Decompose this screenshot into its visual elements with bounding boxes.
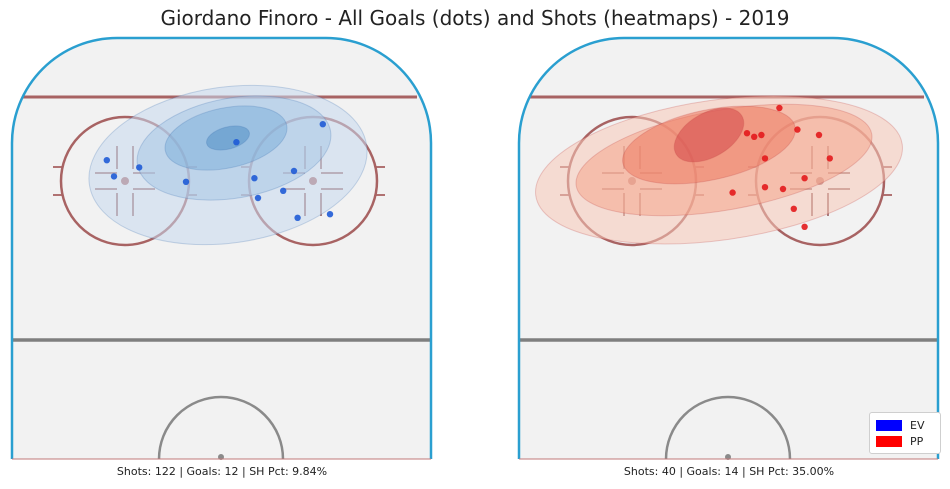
rink-panel-ev (10, 36, 433, 460)
goal-point (326, 211, 334, 218)
goal-point (794, 126, 801, 133)
legend-swatch-pp (876, 435, 902, 447)
goal-point (751, 133, 758, 140)
caption-pp: Shots: 40 | Goals: 14 | SH Pct: 35.00% (623, 465, 835, 478)
rink-panel-pp (517, 36, 940, 460)
legend-swatch-ev (876, 419, 902, 431)
goal-point (815, 131, 823, 139)
goal-point (790, 205, 797, 212)
legend-label-pp: PP (910, 434, 924, 448)
goal-point (103, 157, 111, 164)
rink-boards (10, 36, 433, 459)
goal-point (254, 194, 262, 202)
goal-point (729, 189, 736, 196)
goal-point (779, 185, 787, 193)
goal-point (761, 184, 769, 191)
goal-point (826, 155, 833, 162)
goal-point (182, 178, 190, 185)
legend-item-ev: EV (876, 418, 924, 432)
goal-point (233, 139, 240, 146)
goal-point (758, 131, 765, 139)
goal-point (743, 130, 751, 137)
goal-point (761, 155, 769, 162)
center-circle (664, 395, 792, 460)
goal-point (319, 121, 326, 128)
goal-point (251, 175, 258, 182)
legend-label-ev: EV (910, 418, 925, 432)
goal-point (294, 214, 301, 221)
goal-point (136, 164, 143, 171)
legend: EV PP (869, 412, 941, 454)
goal-point (801, 223, 808, 230)
goal-point (776, 104, 783, 112)
goal-point (110, 173, 118, 180)
rink-boards (517, 36, 940, 459)
goal-point (290, 167, 298, 175)
legend-item-pp: PP (876, 434, 923, 448)
goal-point (801, 175, 808, 182)
chart-title: Giordano Finoro - All Goals (dots) and S… (160, 6, 790, 30)
caption-ev: Shots: 122 | Goals: 12 | SH Pct: 9.84% (116, 465, 328, 478)
heatmap-level (673, 107, 745, 163)
center-circle (157, 395, 285, 460)
goal-point (280, 187, 287, 194)
